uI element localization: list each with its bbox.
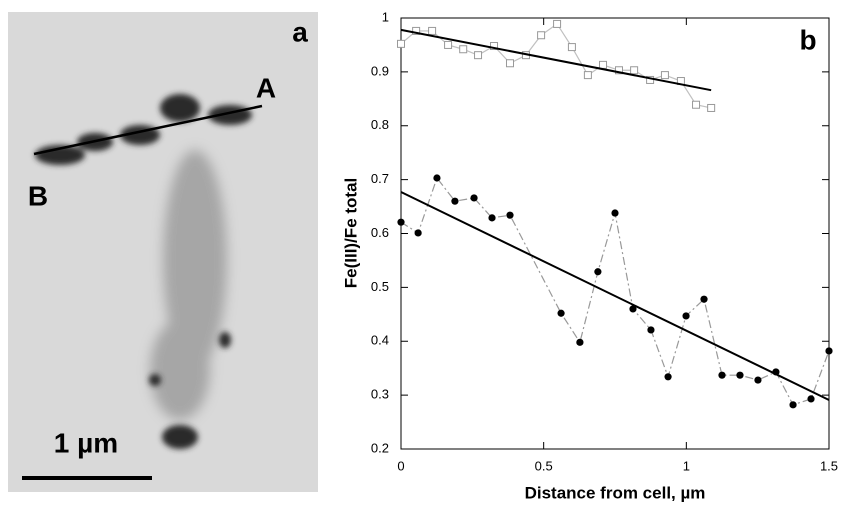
y-tick-label: 0.9	[371, 63, 389, 78]
marker	[594, 268, 602, 276]
marker	[736, 371, 744, 379]
marker	[647, 326, 655, 334]
y-tick-label: 1	[382, 9, 389, 24]
marker	[700, 295, 708, 303]
marker	[629, 305, 637, 313]
marker	[825, 347, 833, 355]
marker	[451, 197, 459, 205]
marker	[414, 229, 422, 237]
y-tick-label: 0.6	[371, 225, 389, 240]
x-tick-label: 1.5	[820, 458, 838, 473]
marker	[707, 103, 716, 112]
marker	[789, 401, 797, 409]
point-label: A	[256, 72, 276, 103]
x-tick-label: 0.5	[535, 458, 553, 473]
plot: b Distance from cell, µm Fe(III)/Fe tota…	[341, 9, 838, 502]
marker	[505, 59, 514, 68]
marker	[428, 26, 437, 35]
y-tick-label: 0.4	[371, 333, 389, 348]
y-tick-label: 0.8	[371, 117, 389, 132]
marker	[470, 194, 478, 202]
marker	[490, 42, 499, 51]
series-line	[400, 23, 712, 109]
marker	[537, 31, 546, 40]
marker	[718, 371, 726, 379]
panel-label: b	[799, 24, 816, 55]
marker	[557, 309, 565, 317]
marker	[412, 26, 421, 35]
marker	[433, 174, 441, 182]
scale-bar-label: 1 µm	[54, 427, 118, 458]
marker	[397, 218, 405, 226]
marker	[488, 214, 496, 222]
plot-frame	[400, 17, 830, 450]
x-axis-title: Distance from cell, µm	[525, 483, 706, 502]
marker	[397, 39, 405, 48]
marker	[506, 211, 514, 219]
marker	[614, 66, 623, 75]
panel-label: a	[292, 16, 308, 47]
marker	[444, 40, 453, 49]
marker	[474, 51, 483, 60]
y-tick-label: 0.2	[371, 440, 389, 455]
point-label: B	[28, 180, 48, 211]
marker	[553, 19, 562, 28]
x-tick-label: 0	[397, 458, 404, 473]
marker	[611, 209, 619, 217]
marker	[599, 60, 608, 69]
y-tick-label: 0.3	[371, 387, 389, 402]
marker	[664, 373, 672, 381]
trend-line	[400, 191, 830, 401]
marker	[807, 395, 815, 403]
marker	[567, 43, 576, 52]
y-tick-label: 0.5	[371, 279, 389, 294]
marker	[630, 66, 639, 75]
marker	[576, 338, 584, 346]
marker	[754, 376, 762, 384]
x-tick-label: 1	[683, 458, 690, 473]
y-axis-title: Fe(III)/Fe total	[341, 178, 360, 289]
marker	[583, 71, 592, 80]
marker	[682, 312, 690, 320]
marker	[692, 100, 701, 109]
marker	[660, 71, 669, 80]
marker	[459, 45, 468, 54]
micrograph: a A B 1 µm	[8, 12, 318, 492]
trend-line	[400, 28, 712, 92]
y-tick-label: 0.7	[371, 171, 389, 186]
